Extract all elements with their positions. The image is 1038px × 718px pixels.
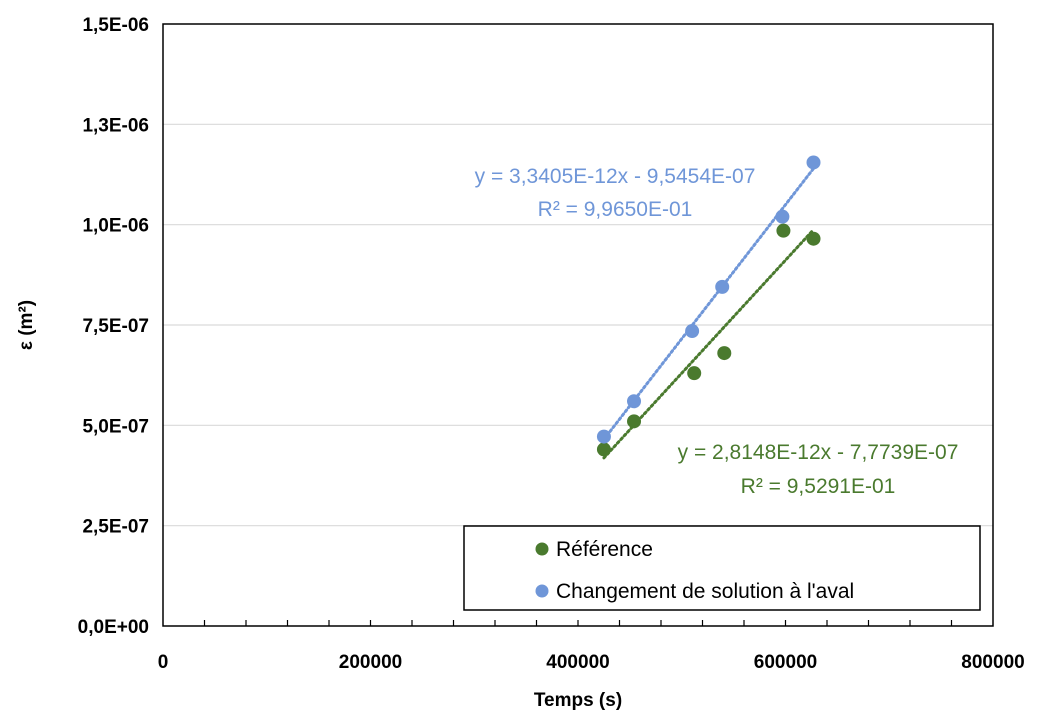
x-axis-title: Temps (s) (534, 690, 622, 711)
y-tick-label: 0,0E+00 (78, 617, 149, 638)
x-minor-ticks (203, 620, 953, 626)
x-tick-label: 400000 (546, 652, 609, 673)
x-tick-label: 600000 (754, 652, 817, 673)
y-tick-labels: 0,0E+00 2,5E-07 5,0E-07 7,5E-07 1,0E-06 1,3E-… (78, 15, 149, 638)
data-point-reference (596, 442, 611, 457)
data-point-reference (627, 414, 642, 429)
data-point-reference (687, 366, 702, 381)
y-tick-label: 5,0E-07 (82, 416, 149, 437)
data-point-reference (717, 346, 732, 361)
data-point-changement (775, 209, 790, 224)
y-axis-title: ε (m²) (16, 300, 37, 350)
trendline-equation-reference: y = 2,8148E-12x - 7,7739E-07 (678, 441, 959, 464)
data-point-changement (627, 394, 642, 409)
legend-marker-reference (535, 542, 549, 556)
x-tick-label: 200000 (339, 652, 402, 673)
y-tick-label: 2,5E-07 (82, 517, 149, 538)
data-point-changement (715, 279, 730, 294)
y-tick-label: 7,5E-07 (82, 316, 149, 337)
trendline-r2-reference: R² = 9,5291E-01 (741, 475, 896, 498)
legend-label-reference: Référence (556, 538, 653, 561)
legend-label-changement: Changement de solution à l'aval (556, 580, 854, 603)
legend-box (463, 525, 981, 611)
y-tick-label: 1,0E-06 (82, 216, 149, 237)
data-point-changement (596, 429, 611, 444)
trendline-equation-changement: y = 3,3405E-12x - 9,5454E-07 (475, 165, 756, 188)
data-point-changement (806, 155, 821, 170)
x-tick-label: 800000 (961, 652, 1024, 673)
y-tick-label: 1,5E-06 (82, 15, 149, 36)
x-tick-label: 0 (158, 652, 169, 673)
legend-marker-changement (535, 584, 549, 598)
data-point-reference (776, 223, 791, 238)
y-tick-label: 1,3E-06 (82, 115, 149, 136)
data-point-reference (806, 231, 821, 246)
data-points (596, 155, 821, 457)
trendline-r2-changement: R² = 9,9650E-01 (538, 198, 693, 221)
x-tick-labels: 0 200000 400000 600000 800000 (158, 652, 1025, 673)
legend: Référence Changement de solution à l'ava… (463, 525, 981, 611)
data-point-changement (685, 324, 700, 339)
